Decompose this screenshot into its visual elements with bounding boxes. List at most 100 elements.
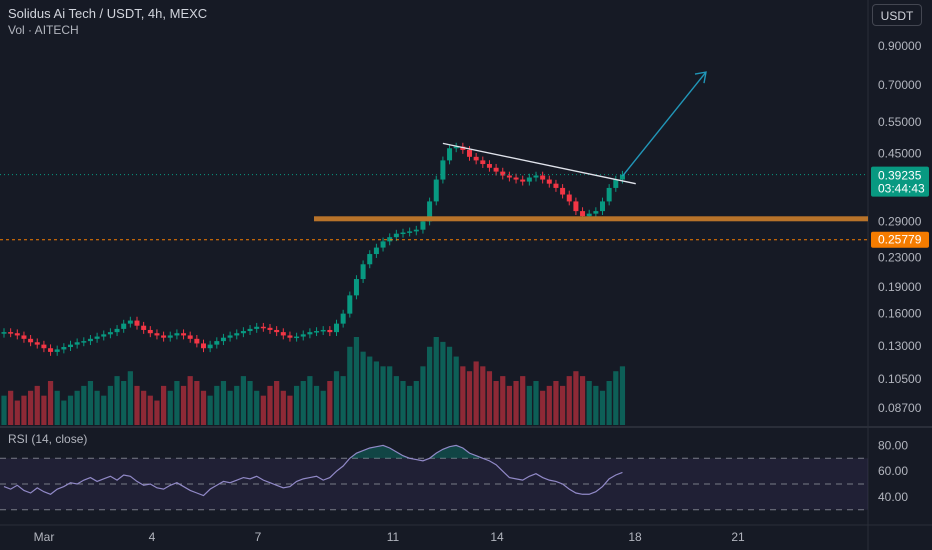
volume-bar <box>506 385 512 425</box>
volume-bar <box>74 390 80 425</box>
candle-body <box>161 335 167 338</box>
volume-bar <box>294 385 300 425</box>
volume-bar <box>380 366 386 425</box>
volume-bar <box>440 341 446 425</box>
bar-countdown: 03:44:43 <box>878 182 925 196</box>
volume-bar <box>453 356 459 425</box>
volume-bar <box>420 366 426 425</box>
volume-bar <box>579 376 586 425</box>
price-tick-label: 0.55000 <box>878 115 922 129</box>
volume-bar <box>1 395 7 425</box>
support-zone <box>314 216 868 222</box>
last-price-value: 0.39235 <box>878 169 922 183</box>
candle-body <box>201 343 206 349</box>
candle-body <box>181 333 187 336</box>
candle-body <box>367 254 373 265</box>
volume-bar <box>500 376 506 425</box>
currency-button[interactable]: USDT <box>872 4 922 26</box>
volume-bar <box>94 390 100 425</box>
volume-bar <box>307 376 313 425</box>
volume-bar <box>493 381 499 425</box>
volume-bar <box>520 376 526 425</box>
candle-body <box>28 338 34 343</box>
candle-body <box>294 336 300 339</box>
volume-bar <box>446 346 453 425</box>
volume-bar <box>413 381 419 425</box>
candle-body <box>393 233 399 238</box>
volume-bar <box>353 337 360 425</box>
volume-bar <box>427 346 433 425</box>
volume-bar <box>407 385 413 425</box>
volume-bar <box>267 385 273 425</box>
volume-bar <box>194 381 200 425</box>
chart-title: Solidus Ai Tech / USDT, 4h, MEXC <box>8 6 208 21</box>
candle-body <box>460 146 466 150</box>
candle-body <box>566 194 572 202</box>
volume-bar <box>473 361 479 425</box>
candle-body <box>8 332 14 334</box>
rsi-line <box>3 444 623 497</box>
candle-body <box>467 149 472 157</box>
candle-body <box>48 348 54 352</box>
candle-body <box>87 338 93 342</box>
candle-body <box>107 332 113 335</box>
volume-bar <box>486 371 493 425</box>
candle-body <box>600 201 605 212</box>
candle-body <box>101 334 107 337</box>
trendline <box>442 142 636 185</box>
candle-body <box>320 329 326 332</box>
rsi-overbought-fill <box>4 445 623 459</box>
volume-bar <box>114 376 120 425</box>
candle-body <box>147 329 153 334</box>
volume-bar <box>21 395 27 425</box>
volume-bar <box>187 376 193 425</box>
volume-bar <box>147 395 153 425</box>
candle-body <box>580 211 586 217</box>
volume-bar <box>214 385 220 425</box>
candle-body <box>493 167 499 172</box>
volume-bar <box>613 371 619 425</box>
volume-bar <box>400 381 406 425</box>
candle-body <box>500 171 506 176</box>
candle-body <box>586 213 592 217</box>
candle-body <box>187 335 193 339</box>
candle-body <box>240 331 246 334</box>
candle-body <box>506 175 512 178</box>
rsi-label: RSI (14, close) <box>8 432 88 446</box>
candle-body <box>347 295 353 314</box>
volume-bar <box>180 385 187 425</box>
candle-body <box>61 347 67 350</box>
volume-bar <box>333 371 340 425</box>
volume-bar <box>141 390 147 425</box>
candle-body <box>314 331 320 333</box>
candle-body <box>207 344 213 349</box>
candle-body <box>260 326 266 329</box>
candle-body <box>54 349 60 352</box>
candle-body <box>21 335 27 339</box>
volume-bar <box>619 366 626 425</box>
volume-label: Vol · AITECH <box>8 23 79 37</box>
candle-body <box>247 328 253 332</box>
volume-bar <box>61 400 67 425</box>
volume-bar <box>340 376 346 425</box>
candle-body <box>34 342 40 345</box>
candle-body <box>520 179 526 182</box>
candle-body <box>307 332 313 335</box>
volume-bar <box>360 351 366 425</box>
candle-body <box>360 264 366 280</box>
candle-body <box>141 325 147 330</box>
candle-body <box>74 342 80 345</box>
candle-body <box>154 333 160 336</box>
candle-body <box>327 329 333 333</box>
volume-bar <box>540 390 546 425</box>
volume-bar <box>220 381 227 425</box>
price-tick-label: 0.29000 <box>878 214 922 228</box>
candle-body <box>619 174 625 180</box>
volume-bar <box>387 366 393 425</box>
candle-body <box>94 336 100 339</box>
volume-bar <box>513 381 519 425</box>
volume-bar <box>54 390 60 425</box>
candle-body <box>413 229 419 232</box>
level-tag <box>871 231 929 248</box>
